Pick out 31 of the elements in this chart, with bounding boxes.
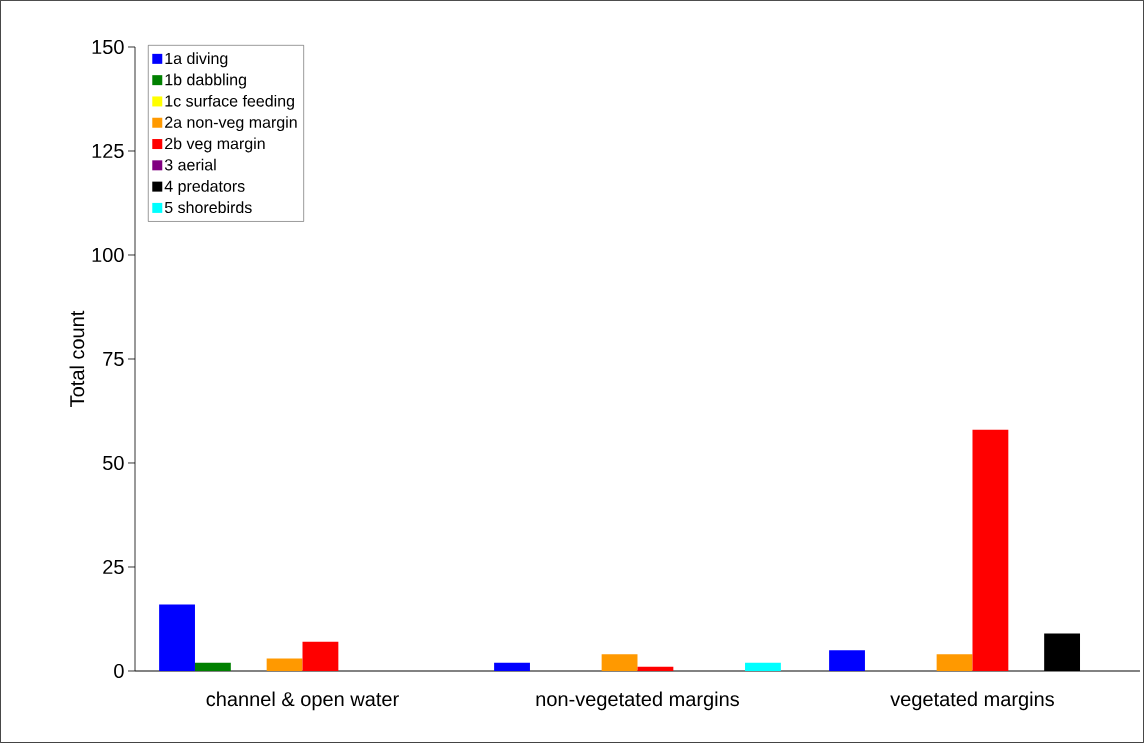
y-tick-label: 25 [103, 559, 124, 575]
bar [637, 666, 674, 671]
y-tick-label: 0 [114, 663, 124, 679]
bar [936, 654, 973, 671]
legend-label: 1c surface feeding [165, 94, 294, 110]
bar [745, 662, 781, 671]
legend-label: 1b dabbling [165, 73, 246, 89]
x-tick-label: vegetated margins [890, 691, 1054, 711]
legend-label: 3 aerial [164, 158, 216, 171]
bar [302, 641, 339, 671]
bar [972, 429, 1009, 671]
legend-label: 5 shorebirds [164, 201, 252, 214]
y-tick-label: 150 [92, 39, 124, 55]
y-tick-label: 125 [92, 143, 124, 159]
bar [494, 662, 530, 671]
bar [266, 658, 303, 671]
y-tick-label: 75 [103, 352, 124, 366]
y-tick-label: 100 [92, 247, 124, 263]
legend-label: 2b veg margin [165, 137, 265, 153]
bar [601, 654, 638, 671]
bar [1044, 633, 1081, 671]
bar [159, 604, 195, 671]
x-tick-label: channel & open water [206, 691, 399, 711]
y-axis-title: Total count [69, 310, 85, 407]
bar [194, 662, 231, 671]
legend-label: 2a non-veg margin [165, 116, 297, 132]
x-tick-label: non-vegetated margins [536, 691, 739, 711]
legend-label: 4 predators [164, 180, 245, 195]
y-tick-label: 50 [103, 455, 124, 471]
bar [829, 650, 865, 671]
legend-label: 1a diving [165, 52, 228, 68]
